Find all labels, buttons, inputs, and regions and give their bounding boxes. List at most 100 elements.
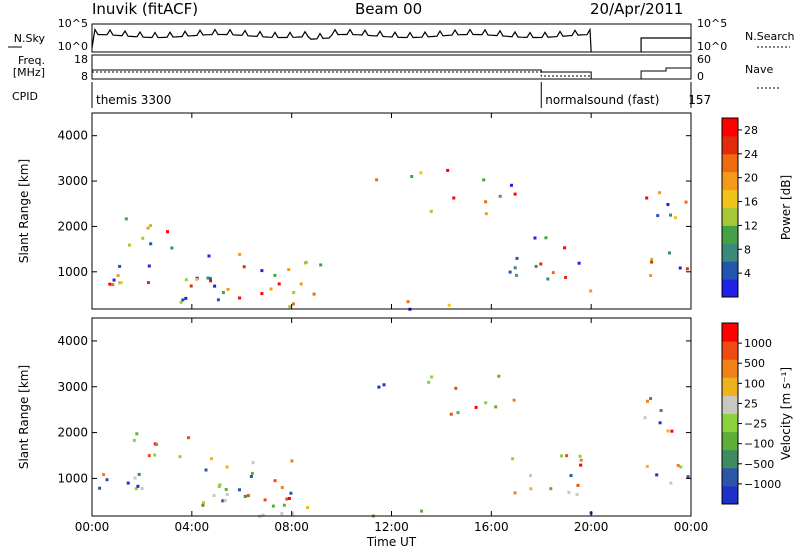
freq-trace bbox=[91, 69, 592, 79]
y-tick-label: 1000 bbox=[57, 471, 88, 485]
heatmap-cell bbox=[515, 256, 519, 260]
heatmap-cell bbox=[218, 483, 222, 487]
freq-panel-frame bbox=[91, 54, 692, 80]
heatmap-cell bbox=[643, 416, 647, 420]
colorbar-segment bbox=[722, 323, 738, 342]
heatmap-cell bbox=[589, 289, 593, 293]
heatmap-background bbox=[92, 113, 691, 309]
heatmap-cell bbox=[221, 499, 225, 503]
heatmap-cell bbox=[529, 487, 533, 491]
colorbar-frame bbox=[721, 117, 739, 298]
colorbar-segment bbox=[722, 467, 738, 487]
station-title: Inuvik (fitACF) bbox=[92, 0, 199, 18]
y-tick-label: 2000 bbox=[57, 219, 88, 233]
noise-left-tick-bottom: 10^0 bbox=[58, 40, 88, 53]
heatmap-cell bbox=[277, 282, 281, 286]
heatmap-cell bbox=[273, 479, 277, 483]
heatmap-cell bbox=[181, 298, 185, 302]
noise-sky-trace bbox=[91, 27, 592, 53]
heatmap-cell bbox=[669, 481, 673, 485]
heatmap-cell bbox=[179, 300, 183, 304]
colorbar-segment bbox=[722, 135, 738, 155]
heatmap-cell bbox=[312, 292, 316, 296]
date-title: 20/Apr/2011 bbox=[590, 0, 684, 18]
heatmap-cell bbox=[260, 269, 264, 273]
y-tick-label: 4000 bbox=[57, 334, 88, 348]
heatmap-cell bbox=[98, 486, 102, 490]
heatmap-cell bbox=[184, 278, 188, 282]
noise-sky-label: N.Sky bbox=[14, 32, 46, 45]
heatmap-cell bbox=[446, 168, 450, 172]
heatmap-cell bbox=[112, 278, 116, 282]
heatmap-cell bbox=[184, 296, 188, 300]
heatmap-cell bbox=[655, 473, 659, 477]
heatmap-cell bbox=[249, 475, 253, 478]
x-tick-label: 20:00 bbox=[574, 520, 609, 534]
heatmap-cell bbox=[155, 443, 158, 446]
heatmap-cell bbox=[291, 302, 295, 306]
heatmap-cell bbox=[577, 261, 581, 265]
heatmap-cell bbox=[579, 458, 583, 462]
heatmap-cell bbox=[575, 493, 579, 497]
heatmap-cell bbox=[564, 276, 568, 279]
heatmap-background bbox=[92, 318, 691, 516]
colorbar-tick-label: 20 bbox=[744, 172, 758, 185]
colorbar-tick-label: 12 bbox=[744, 219, 758, 232]
colorbar-tick-label: 4 bbox=[744, 267, 751, 280]
heatmap-cell bbox=[178, 455, 182, 459]
heatmap-cell bbox=[217, 485, 221, 489]
colorbar-segment bbox=[722, 395, 738, 414]
heatmap-cell bbox=[539, 262, 543, 266]
heatmap-cell bbox=[124, 217, 128, 221]
heatmap-cell bbox=[116, 274, 120, 278]
heatmap-cell bbox=[498, 194, 502, 198]
heatmap-cell bbox=[147, 454, 151, 458]
heatmap-cell bbox=[551, 271, 555, 275]
heatmap-cell bbox=[242, 265, 246, 269]
heatmap-cell bbox=[456, 411, 460, 415]
noise-panel-frame bbox=[91, 23, 692, 53]
colorbar-segment bbox=[722, 413, 738, 433]
heatmap-cell bbox=[534, 264, 538, 268]
cpid-mode-id: 157 bbox=[688, 93, 711, 107]
heatmap-cell bbox=[288, 305, 292, 309]
heatmap-cell bbox=[510, 183, 513, 187]
heatmap-cell bbox=[209, 279, 213, 283]
heatmap-cell bbox=[271, 504, 275, 508]
heatmap-cell bbox=[646, 399, 649, 403]
heatmap-cell bbox=[686, 475, 690, 479]
heatmap-cell bbox=[202, 501, 205, 505]
y-tick-label: 4000 bbox=[57, 129, 88, 143]
heatmap-cell bbox=[377, 385, 381, 389]
colorbar-tick-label: 25 bbox=[744, 397, 758, 410]
freq-tick-top: 18 bbox=[74, 53, 88, 66]
heatmap-cell bbox=[136, 484, 140, 488]
heatmap-cell bbox=[102, 473, 105, 477]
heatmap-cell bbox=[137, 472, 141, 476]
heatmap-cell bbox=[250, 471, 254, 475]
heatmap-cell bbox=[147, 264, 151, 268]
colorbar-segment bbox=[722, 341, 738, 360]
heatmap-cell bbox=[319, 263, 323, 267]
heatmap-cell bbox=[195, 277, 199, 281]
heatmap-cell bbox=[673, 216, 677, 220]
x-tick-label: 12:00 bbox=[374, 520, 409, 534]
colorbar-segment bbox=[722, 431, 738, 451]
heatmap-cell bbox=[649, 397, 653, 401]
heatmap-cell bbox=[105, 478, 109, 482]
colorbar-label: Velocity [m s⁻¹] bbox=[779, 367, 793, 460]
heatmap-cell bbox=[563, 246, 567, 250]
heatmap-cell bbox=[140, 487, 144, 490]
heatmap-cell bbox=[282, 503, 286, 507]
heatmap-cell bbox=[170, 246, 174, 250]
heatmap-cell bbox=[645, 464, 649, 468]
heatmap-cell bbox=[567, 490, 571, 494]
x-tick-label: 08:00 bbox=[274, 520, 309, 534]
heatmap-cell bbox=[141, 236, 145, 240]
colorbar-tick-label: 500 bbox=[744, 357, 765, 370]
heatmap-cell bbox=[650, 260, 654, 264]
nave-tick-top: 60 bbox=[697, 53, 711, 66]
heatmap-cell bbox=[494, 405, 498, 409]
